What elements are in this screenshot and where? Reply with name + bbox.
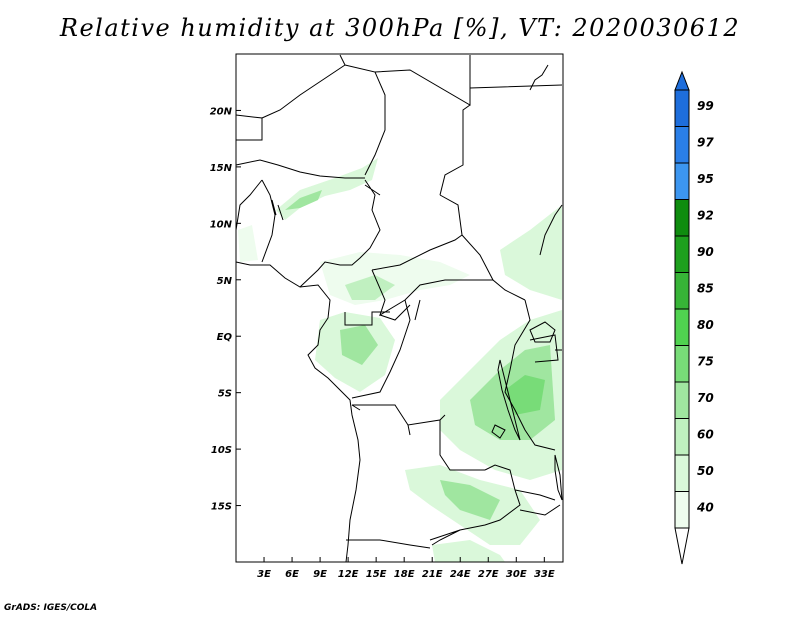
lake-malawi — [554, 454, 563, 501]
border-drc-east — [504, 299, 562, 451]
lon-tick-label: 33E — [534, 569, 555, 580]
lat-tick-label: 5N — [217, 276, 233, 287]
lon-tick-label: 24E — [450, 569, 471, 580]
colorbar-segment — [674, 454, 690, 492]
lon-tick-label: 6E — [285, 569, 299, 580]
map-frame — [235, 53, 564, 563]
border-congo — [344, 299, 421, 399]
lon-tick-label: 12E — [338, 569, 359, 580]
colorbar: 99 97 95 92 90 85 80 75 70 60 50 40 — [674, 70, 714, 565]
lake-mweru — [491, 424, 506, 439]
border-chad-car — [371, 194, 526, 317]
lat-tick-label: 10N — [210, 219, 233, 230]
colorbar-segment — [674, 272, 690, 310]
lon-tick-label: 9E — [313, 569, 327, 580]
colorbar-segment — [674, 308, 690, 346]
lon-tick-label: 15E — [366, 569, 387, 580]
humidity-patch-south-core — [440, 480, 500, 520]
colorbar-segment — [674, 491, 690, 529]
chart-title: Relative humidity at 300hPa [%], VT: 202… — [59, 14, 741, 42]
lon-tick-label: 21E — [422, 569, 443, 580]
lon-tick-label: 18E — [394, 569, 415, 580]
coastline-west-africa — [235, 261, 361, 563]
lat-tick-label: 20N — [210, 106, 233, 117]
colorbar-top-arrow — [674, 70, 690, 91]
country-borders — [235, 54, 563, 563]
longitude-axis: 3E 6E 9E 12E 15E 18E 21E 24E 27E 30E 33E — [257, 557, 555, 580]
colorbar-label: 40 — [696, 501, 714, 515]
humidity-patch-nigeria — [276, 158, 378, 220]
latitude-axis: 20N 15N 10N 5N EQ 5S 10S 15S — [210, 106, 241, 513]
border-west-sahel — [235, 159, 365, 263]
colorbar-label: 70 — [697, 391, 714, 405]
footer-credit: GrADS: IGES/COLA — [4, 603, 98, 613]
colorbar-label: 95 — [697, 172, 714, 186]
colorbar-label: 99 — [697, 99, 714, 113]
border-zambia — [429, 464, 556, 546]
colorbar-label: 92 — [697, 209, 714, 223]
colorbar-label: 60 — [697, 428, 714, 442]
colorbar-bottom-arrow — [674, 527, 690, 565]
colorbar-segment — [674, 235, 690, 273]
colorbar-segment — [674, 162, 690, 200]
lon-tick-label: 30E — [506, 569, 527, 580]
colorbar-label: 97 — [697, 136, 714, 150]
lake-tanganyika — [497, 359, 521, 441]
colorbar-segment — [674, 199, 690, 237]
lon-tick-label: 27E — [478, 569, 499, 580]
humidity-patch-westcoast — [238, 225, 258, 262]
nile-east — [529, 64, 563, 256]
lat-tick-label: 5S — [218, 389, 232, 400]
colorbar-label: 85 — [697, 282, 714, 296]
south-border — [346, 504, 561, 549]
colorbar-segment — [674, 381, 690, 419]
lat-tick-label: 15S — [211, 502, 232, 513]
colorbar-segment — [674, 418, 690, 456]
humidity-patch-nigeria-core — [285, 190, 322, 210]
lat-tick-label: 15N — [210, 163, 233, 174]
lat-tick-label: 10S — [211, 445, 232, 456]
colorbar-label: 50 — [697, 464, 714, 478]
humidity-patch-gabon-core — [340, 325, 378, 365]
lon-tick-label: 3E — [257, 569, 271, 580]
humidity-patch-far-south — [432, 540, 505, 562]
colorbar-label: 90 — [697, 245, 714, 259]
colorbar-segment — [674, 345, 690, 383]
colorbar-segment — [674, 89, 690, 127]
colorbar-label: 75 — [697, 355, 714, 369]
border-nigeria — [299, 179, 381, 288]
humidity-shading — [238, 158, 562, 562]
lake-victoria — [529, 321, 556, 343]
humidity-patch-east-inner — [505, 375, 545, 415]
colorbar-segment — [674, 126, 690, 164]
humidity-patch-east-north — [500, 205, 562, 300]
border-north-sahara — [235, 54, 563, 196]
lat-tick-label: EQ — [217, 332, 233, 343]
colorbar-label: 80 — [697, 318, 714, 332]
border-angola — [351, 404, 485, 471]
humidity-patch-cameroon — [320, 252, 470, 305]
